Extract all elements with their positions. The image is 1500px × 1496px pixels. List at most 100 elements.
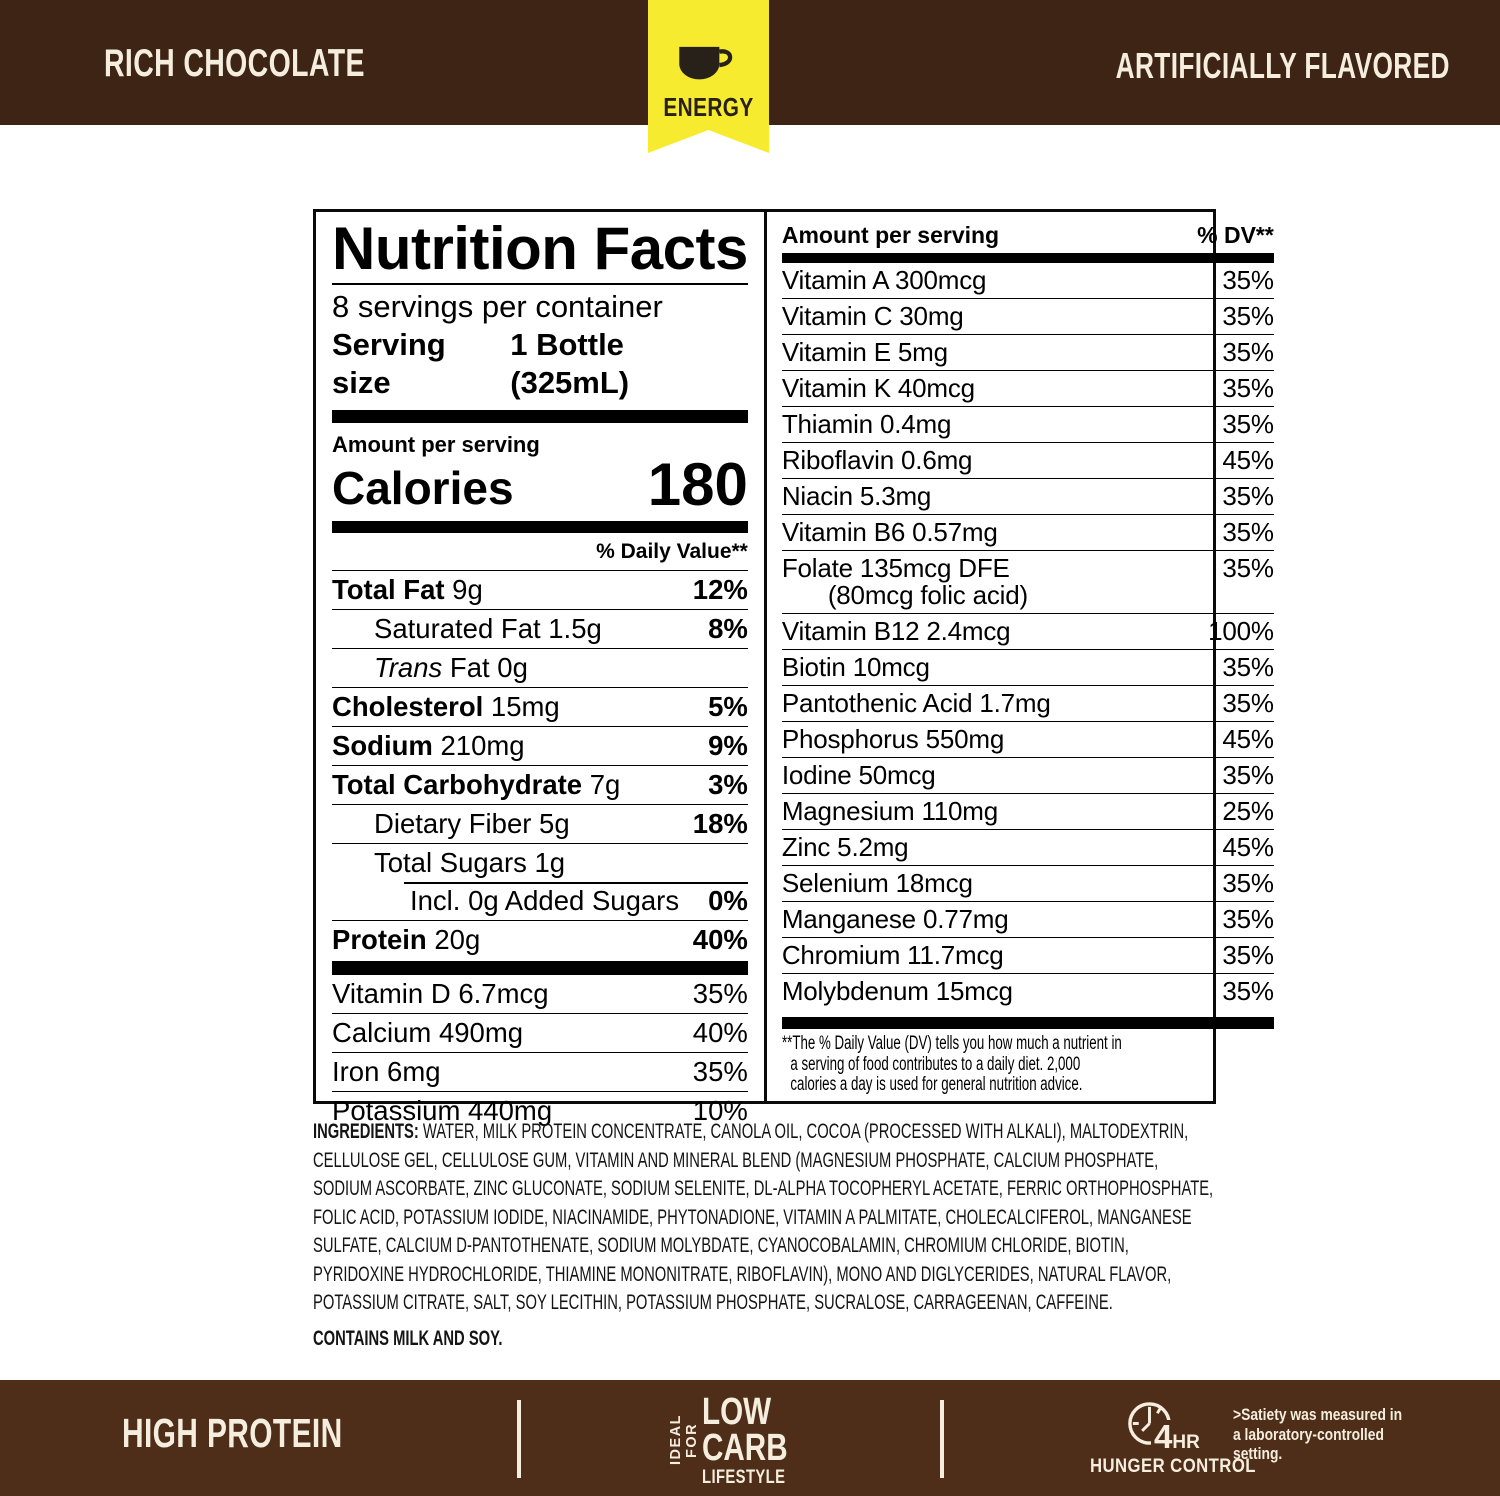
ideal-for-label: IDEAL FOR [668,1414,700,1466]
nutrient-label: Selenium 18mcg [781,868,973,898]
nutrient-row: Vitamin K 40mcg 35% [781,370,1274,406]
nutrient-label: Vitamin D 6.7mcg [332,978,549,1009]
nutrient-daily-value: 0% [708,885,748,916]
nutrient-label: Protein 20g [332,924,481,955]
nutrition-facts-title: Nutrition Facts [332,215,748,282]
divider [517,1400,521,1478]
nutrient-label: Incl. 0g Added Sugars [410,885,680,916]
serving-size-row: Serving size 1 Bottle (325mL) [332,326,748,402]
nutrient-daily-value: 35% [1222,553,1274,583]
separator-bar [332,410,748,423]
amount-per-serving-header: Amount per serving [781,222,1000,248]
micronutrient-rows: Vitamin A 300mcg 35% Vitamin C 30mg 35% … [781,263,1274,1009]
nutrient-label: Total Sugars 1g [374,847,566,878]
nutrient-label: Saturated Fat 1.5g [374,613,602,644]
nutrient-daily-value: 25% [1222,796,1274,826]
nutrient-row: Molybdenum 15mcg 35% [781,973,1274,1009]
hour-unit: HR [1172,1432,1200,1453]
daily-value-footnote: **The % Daily Value (DV) tells you how m… [781,1033,1122,1095]
nutrient-row: Potassium 440mg 10% [332,1091,748,1130]
servings-per-container: 8 servings per container [332,289,663,324]
nutrient-row: Riboflavin 0.6mg 45% [781,442,1274,478]
dv-header: % DV** [1197,222,1274,248]
nutrient-row: Chromium 11.7mcg 35% [781,937,1274,973]
nutrient-label: Manganese 0.77mg [781,904,1009,934]
artificially-flavored-label: ARTIFICIALLY FLAVORED [1115,45,1450,86]
ingredients-section: INGREDIENTS: WATER, MILK PROTEIN CONCENT… [313,1118,1216,1353]
nutrient-label: Zinc 5.2mg [781,832,909,862]
nutrient-daily-value: 9% [708,730,748,761]
nutrient-label: Thiamin 0.4mg [781,409,952,439]
amount-per-serving-label: Amount per serving [332,432,540,457]
nutrient-daily-value: 40% [692,924,748,955]
calories-value: 180 [647,451,748,518]
nutrient-label: Molybdenum 15mcg [781,976,1013,1006]
divider [940,1400,944,1478]
separator-bar [781,1017,1274,1029]
nutrient-row: Niacin 5.3mg 35% [781,478,1274,514]
nutrient-row: Total Fat 9g 12% [332,570,748,609]
nutrient-daily-value: 35% [1222,760,1274,790]
nutrient-row: Incl. 0g Added Sugars 0% [332,882,748,920]
panel-left-column: Nutrition Facts 8 servings per container… [316,212,764,1125]
carb-label: CARB [702,1427,788,1469]
nutrient-row: Vitamin C 30mg 35% [781,298,1274,334]
nutrient-daily-value: 35% [1222,373,1274,403]
nutrient-label: Riboflavin 0.6mg [781,445,973,475]
nutrient-daily-value: 35% [1222,976,1274,1006]
hunger-control-label: HUNGER CONTROL [1090,1456,1256,1477]
nutrient-row: Total Sugars 1g [332,843,748,882]
bottom-bar: HIGH PROTEIN IDEAL FOR LOW CARB LIFESTYL… [0,1380,1500,1496]
nutrient-label: Trans Fat 0g [374,652,528,683]
serving-size-label: Serving size [332,327,446,400]
calories-label: Calories [332,462,514,514]
separator-bar [332,961,748,975]
nutrient-label: Calcium 490mg [332,1017,524,1048]
nutrient-daily-value: 35% [1222,688,1274,718]
nutrient-daily-value: 35% [1222,940,1274,970]
nutrient-daily-value: 40% [692,1017,748,1048]
nutrient-daily-value: 35% [1222,337,1274,367]
nutrient-daily-value: 100% [1208,616,1274,646]
nutrient-label: Pantothenic Acid 1.7mg [781,688,1051,718]
nutrient-label: Niacin 5.3mg [781,481,932,511]
low-label: LOW [702,1391,772,1433]
nutrient-label: Chromium 11.7mcg [781,940,1004,970]
ingredients-lead: INGREDIENTS: [313,1120,419,1143]
nutrient-row: Iron 6mg 35% [332,1052,748,1091]
rule [332,283,748,285]
nutrient-row: Vitamin A 300mcg 35% [782,263,1274,298]
nutrient-row: Iodine 50mcg 35% [781,757,1274,793]
nutrient-daily-value: 10% [692,1095,748,1126]
nutrient-row: Sodium 210mg 9% [332,726,748,765]
nutrient-daily-value: 35% [692,978,748,1009]
main-nutrient-rows: Total Fat 9g 12% Saturated Fat 1.5g 8% T… [332,570,748,959]
coffee-cup-icon [679,46,733,80]
nutrient-row: Cholesterol 15mg 5% [332,687,748,726]
nutrient-label: Magnesium 110mg [781,796,999,826]
nutrient-sublabel: (80mcg folic acid) [827,580,1028,610]
nutrient-row: Biotin 10mcg 35% [781,649,1274,685]
nutrient-label: Potassium 440mg [332,1095,553,1126]
nutrient-daily-value: 45% [1222,445,1274,475]
nutrient-row: Magnesium 110mg 25% [781,793,1274,829]
lifestyle-label: LIFESTYLE [702,1467,786,1488]
energy-ribbon: ENERGY [648,0,769,153]
calories-row: Calories 180 [332,451,748,518]
nutrient-daily-value: 18% [692,808,748,839]
nutrient-row: Vitamin D 6.7mcg 35% [332,975,748,1013]
nutrient-row: Dietary Fiber 5g 18% [332,804,748,843]
nutrient-daily-value: 12% [692,574,748,605]
nutrient-daily-value: 45% [1222,724,1274,754]
nutrient-daily-value: 8% [708,613,748,644]
nutrient-label: Cholesterol 15mg [332,691,560,722]
four-hour-badge: 4 HR [1151,1420,1203,1454]
nutrient-row: Manganese 0.77mg 35% [781,901,1274,937]
nutrient-daily-value: 35% [1222,409,1274,439]
ingredients-list: WATER, MILK PROTEIN CONCENTRATE, CANOLA … [313,1120,1214,1314]
separator-bar [781,253,1274,263]
nutrient-daily-value: 35% [1222,481,1274,511]
nutrient-row: Vitamin B12 2.4mcg 100% [781,613,1274,649]
nutrient-label: Vitamin K 40mcg [781,373,975,403]
nutrient-row: Phosphorus 550mg 45% [781,721,1274,757]
